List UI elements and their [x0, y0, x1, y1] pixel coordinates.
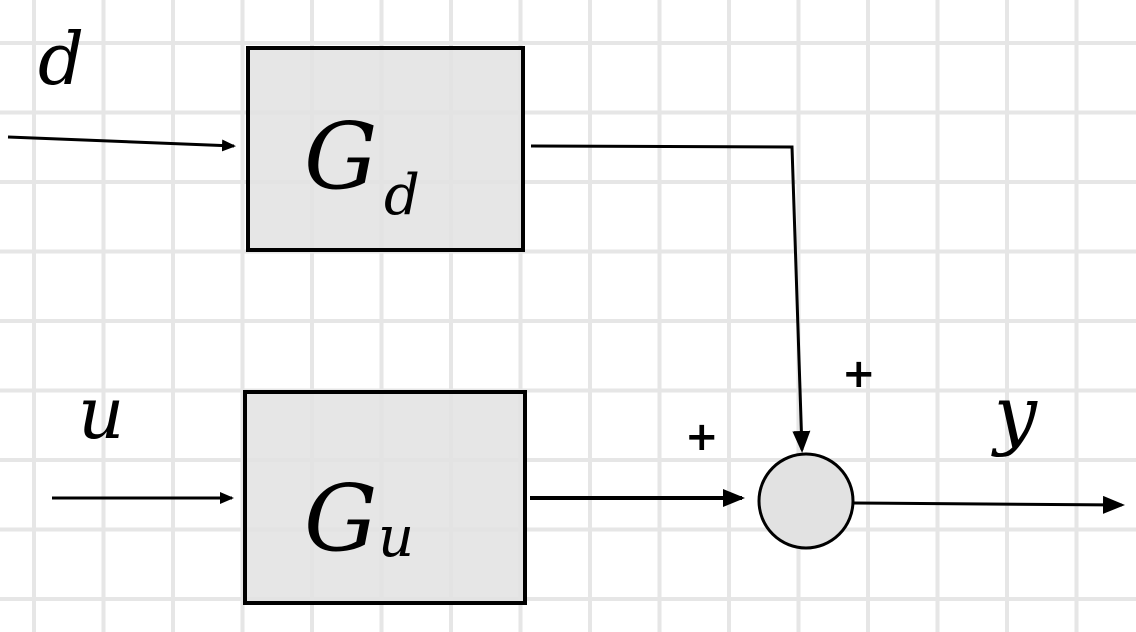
summing-sign-top: + [842, 351, 876, 397]
disturbance-output-path [530, 144, 811, 453]
plant-block-symbol: G [304, 465, 378, 572]
disturbance-input-arrow [7, 135, 236, 152]
summing-junction [757, 452, 855, 550]
disturbance-block [246, 46, 525, 252]
disturbance-input-label: d [38, 17, 84, 101]
output-label: y [991, 369, 1038, 458]
plant-block [243, 390, 527, 605]
plant-block-subscript: u [378, 505, 414, 570]
output-arrow [852, 495, 1125, 514]
disturbance-block-symbol: G [304, 103, 378, 210]
control-input-label: u [78, 371, 124, 455]
disturbance-block-subscript: d [384, 163, 420, 228]
summing-sign-left: + [685, 414, 719, 460]
